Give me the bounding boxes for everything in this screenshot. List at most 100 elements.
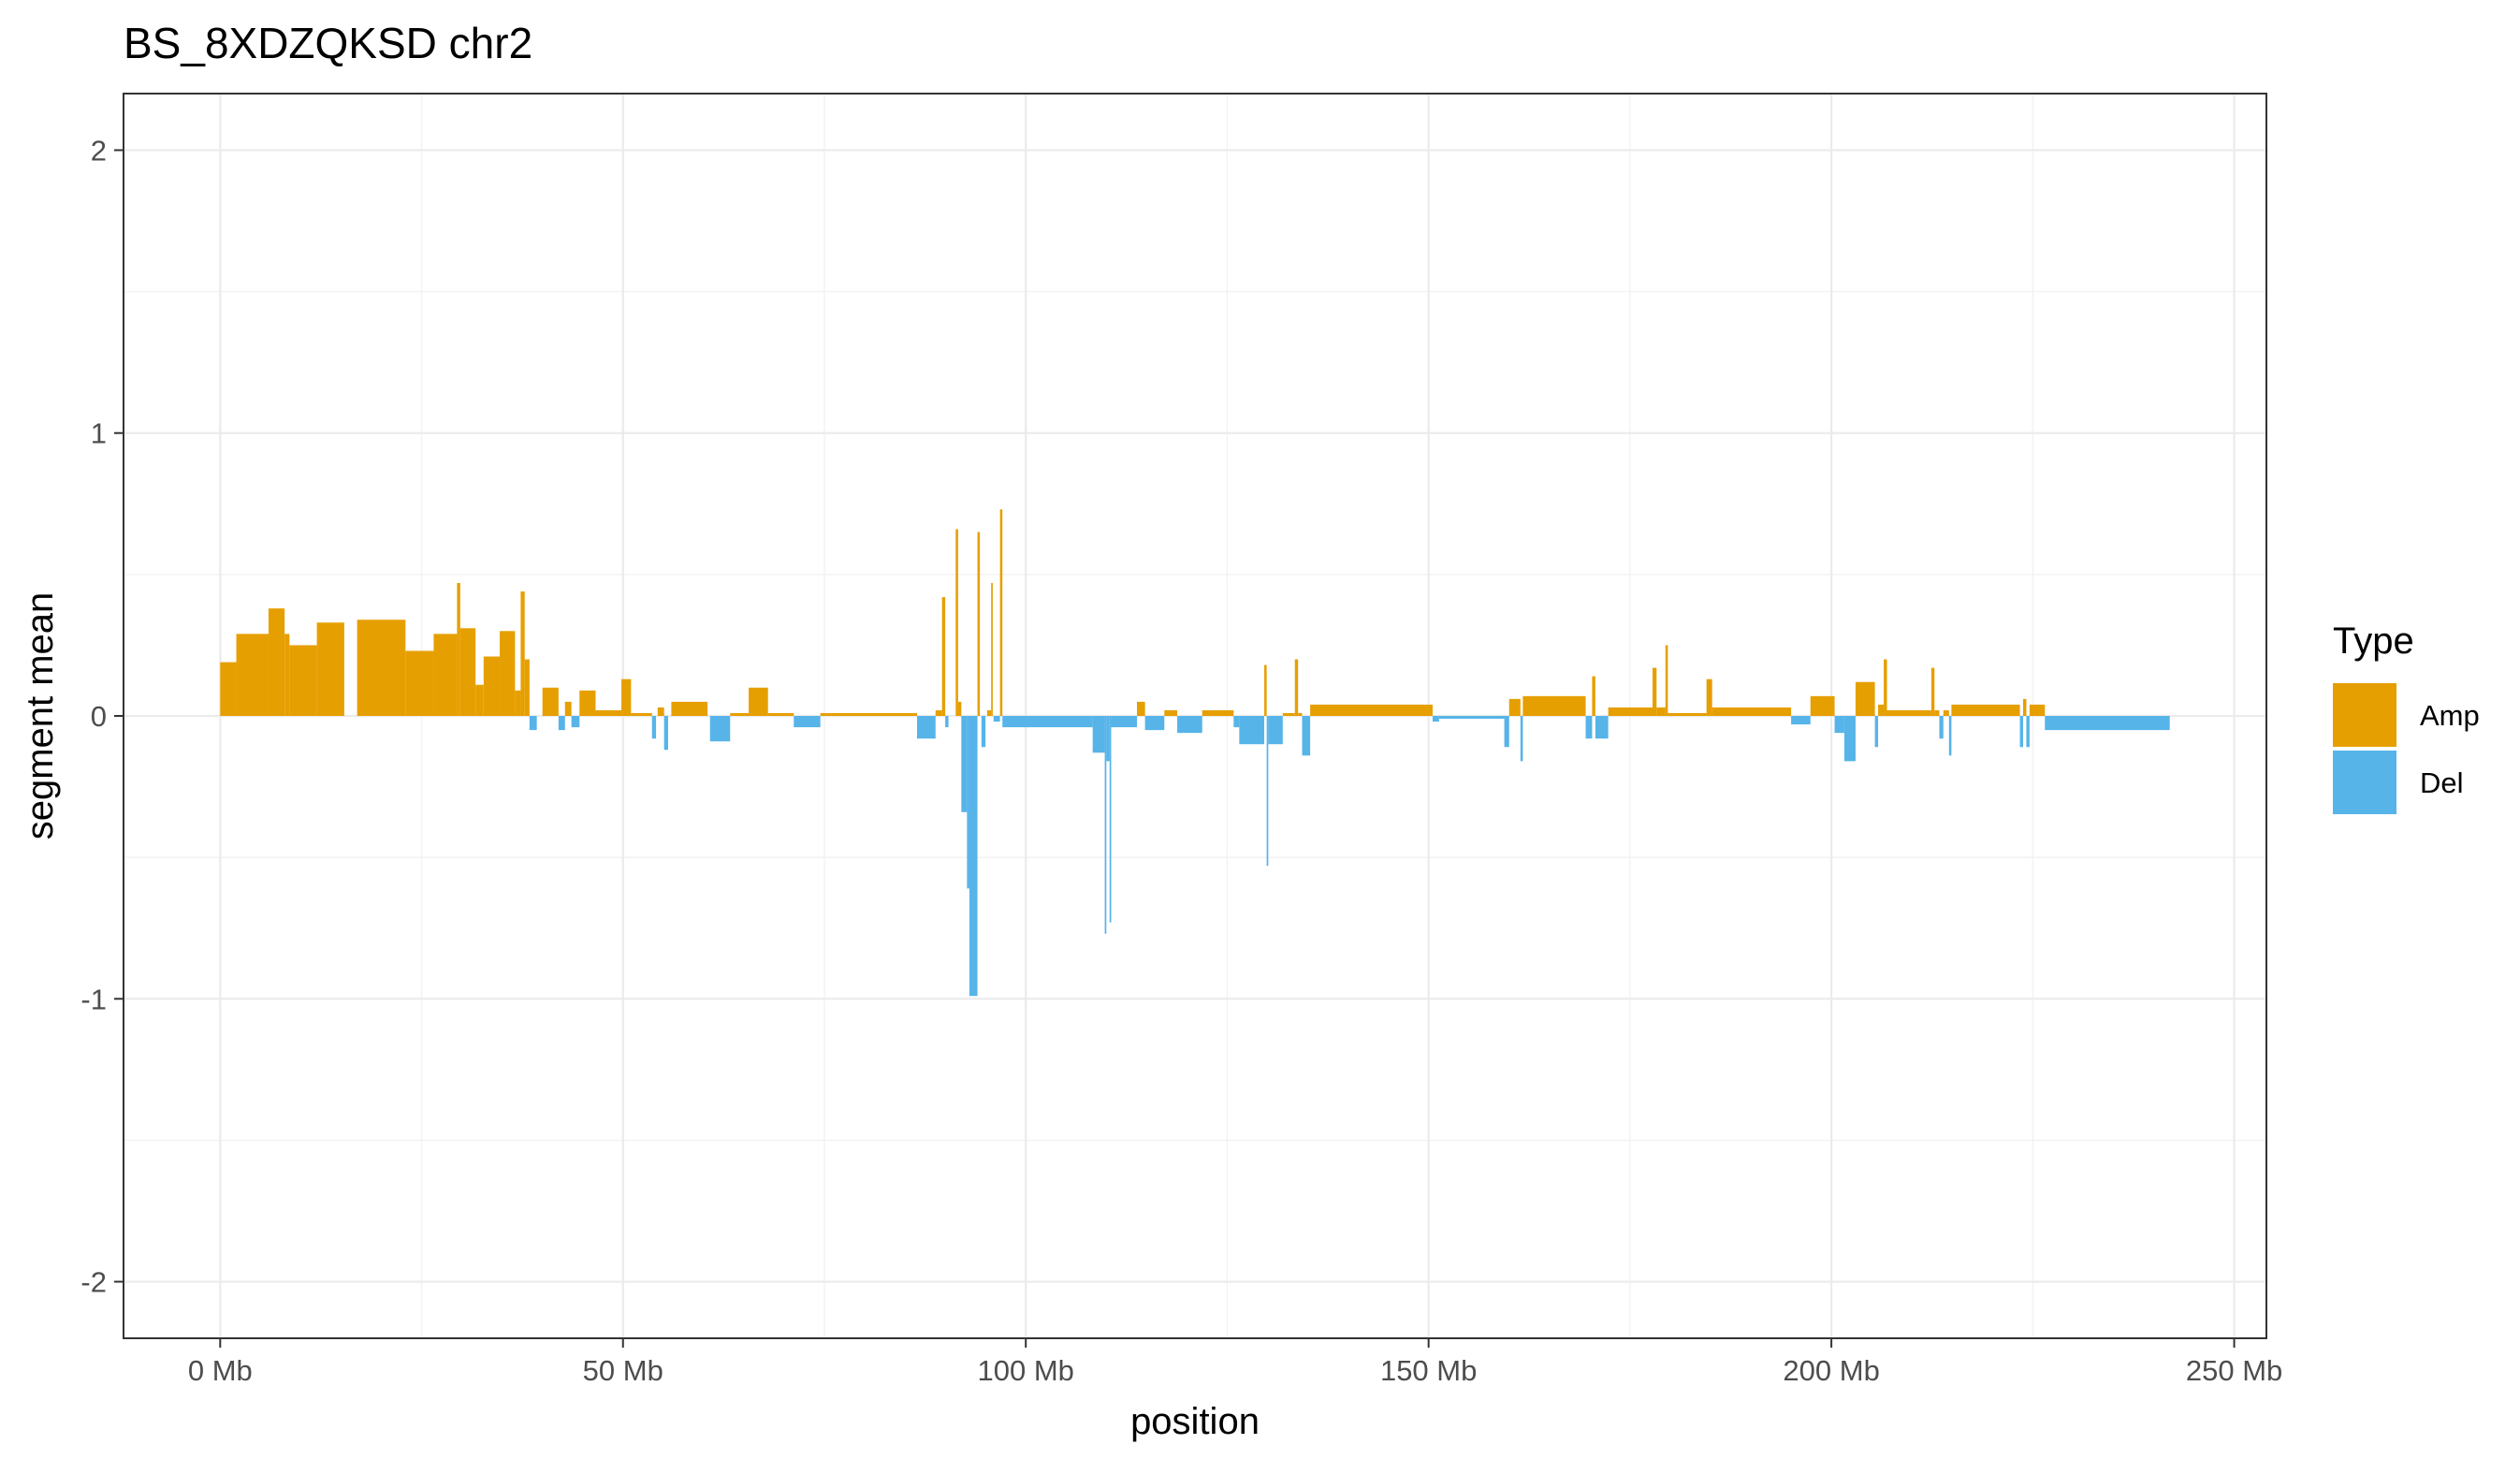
amp-segment-bar-5 — [316, 622, 344, 716]
amp-segment-bar-89 — [1810, 695, 1835, 716]
legend-label-amp: Amp — [2420, 699, 2480, 732]
del-segment-bar-88 — [1791, 716, 1811, 725]
amp-segment-bar-27 — [657, 707, 664, 716]
x-tick-label: 200 Mb — [1783, 1354, 1879, 1387]
y-tick-label: -1 — [80, 983, 107, 1015]
del-segment-bar-30 — [709, 716, 731, 742]
amp-segment-bar-81 — [1608, 707, 1653, 716]
x-tick-label: 250 Mb — [2186, 1354, 2282, 1387]
amp-segment-bar-11 — [475, 684, 484, 716]
amp-segment-bar-25 — [631, 712, 652, 716]
legend-key-amp — [2333, 683, 2396, 747]
amp-segment-bar-71 — [1310, 704, 1433, 716]
del-segment-bar-42 — [961, 716, 968, 812]
amp-segment-bar-41 — [957, 701, 962, 716]
amp-segment-bar-23 — [595, 709, 622, 716]
legend: Type Amp Del — [2333, 620, 2480, 814]
del-segment-bar-65 — [1266, 716, 1269, 867]
amp-segment-bar-92 — [1855, 681, 1875, 716]
del-segment-bar-62 — [1233, 716, 1240, 728]
amp-segment-bar-1 — [236, 634, 269, 716]
amp-segment-bar-69 — [1298, 712, 1303, 716]
amp-segment-bar-96 — [1886, 709, 1931, 716]
del-segment-bar-53 — [1104, 716, 1107, 934]
segment-bars — [220, 509, 2170, 997]
del-segment-bar-19 — [558, 716, 565, 731]
del-segment-bar-70 — [1302, 716, 1311, 756]
y-tick-label: 1 — [91, 417, 107, 450]
amp-segment-bar-82 — [1652, 667, 1657, 716]
del-segment-bar-17 — [529, 716, 537, 731]
amp-segment-bar-68 — [1294, 659, 1299, 716]
amp-segment-bar-0 — [220, 662, 237, 716]
legend-title: Type — [2333, 620, 2414, 662]
amp-segment-bar-48 — [991, 582, 993, 716]
del-segment-bar-39 — [945, 716, 949, 728]
amp-segment-bar-94 — [1878, 704, 1885, 716]
x-tick-label: 0 Mb — [188, 1354, 253, 1387]
del-segment-bar-80 — [1595, 716, 1609, 739]
amp-segment-bar-38 — [941, 597, 946, 716]
amp-segment-bar-6 — [357, 620, 406, 716]
del-segment-bar-72 — [1432, 716, 1439, 722]
amp-segment-bar-106 — [2029, 704, 2046, 716]
amp-segment-bar-100 — [1943, 709, 1949, 716]
amp-segment-bar-87 — [1712, 707, 1792, 716]
amp-segment-bar-50 — [999, 509, 1003, 716]
amp-segment-bar-7 — [405, 650, 434, 716]
del-segment-bar-56 — [1111, 716, 1138, 728]
del-segment-bar-55 — [1109, 716, 1112, 923]
del-segment-bar-43 — [967, 716, 969, 889]
del-segment-bar-36 — [916, 716, 936, 739]
y-axis: -2 -1 0 1 2 — [80, 134, 124, 1299]
del-segment-bar-28 — [663, 716, 668, 751]
del-segment-bar-51 — [1002, 716, 1093, 728]
amp-segment-bar-57 — [1137, 701, 1145, 716]
amp-segment-bar-32 — [749, 687, 768, 716]
amp-segment-bar-45 — [977, 532, 981, 716]
amp-segment-bar-31 — [730, 712, 750, 716]
del-segment-bar-73 — [1438, 716, 1505, 720]
del-segment-bar-46 — [981, 716, 986, 748]
legend-key-del — [2333, 751, 2396, 814]
y-tick-label: 2 — [91, 134, 107, 167]
chart-title: BS_8XDZQKSD chr2 — [124, 19, 532, 67]
amp-segment-bar-4 — [289, 645, 317, 716]
amp-segment-bar-24 — [621, 678, 632, 716]
x-tick-label: 150 Mb — [1380, 1354, 1477, 1387]
del-segment-bar-58 — [1144, 716, 1165, 731]
amp-segment-bar-14 — [515, 690, 521, 716]
x-tick-label: 100 Mb — [978, 1354, 1074, 1387]
x-tick-label: 50 Mb — [583, 1354, 663, 1387]
del-segment-bar-99 — [1939, 716, 1944, 739]
amp-segment-bar-97 — [1930, 667, 1935, 716]
del-segment-bar-21 — [571, 716, 580, 728]
amp-segment-bar-40 — [955, 529, 958, 716]
del-segment-bar-52 — [1092, 716, 1105, 753]
del-segment-bar-107 — [2045, 716, 2170, 731]
amp-segment-bar-95 — [1884, 659, 1887, 716]
del-segment-bar-74 — [1504, 716, 1509, 748]
del-segment-bar-26 — [651, 716, 657, 739]
del-segment-bar-66 — [1268, 716, 1283, 745]
del-segment-bar-76 — [1520, 716, 1523, 762]
amp-segment-bar-104 — [2023, 698, 2027, 716]
amp-segment-bar-47 — [986, 709, 992, 716]
amp-segment-bar-20 — [564, 701, 572, 716]
amp-segment-bar-12 — [483, 656, 501, 716]
del-segment-bar-78 — [1585, 716, 1593, 739]
amp-segment-bar-59 — [1164, 709, 1178, 716]
del-segment-bar-34 — [794, 716, 821, 728]
del-segment-bar-60 — [1177, 716, 1202, 734]
del-segment-bar-93 — [1874, 716, 1879, 748]
amp-segment-bar-18 — [542, 687, 559, 716]
x-axis-title: position — [1130, 1401, 1260, 1442]
amp-segment-bar-85 — [1668, 712, 1707, 716]
amp-segment-bar-8 — [433, 634, 458, 716]
amp-segment-bar-75 — [1508, 698, 1521, 716]
minor-gridlines — [124, 94, 2266, 1338]
amp-segment-bar-13 — [500, 631, 516, 716]
del-segment-bar-101 — [1948, 716, 1952, 756]
x-axis: 0 Mb 50 Mb 100 Mb 150 Mb 200 Mb 250 Mb — [188, 1338, 2282, 1387]
